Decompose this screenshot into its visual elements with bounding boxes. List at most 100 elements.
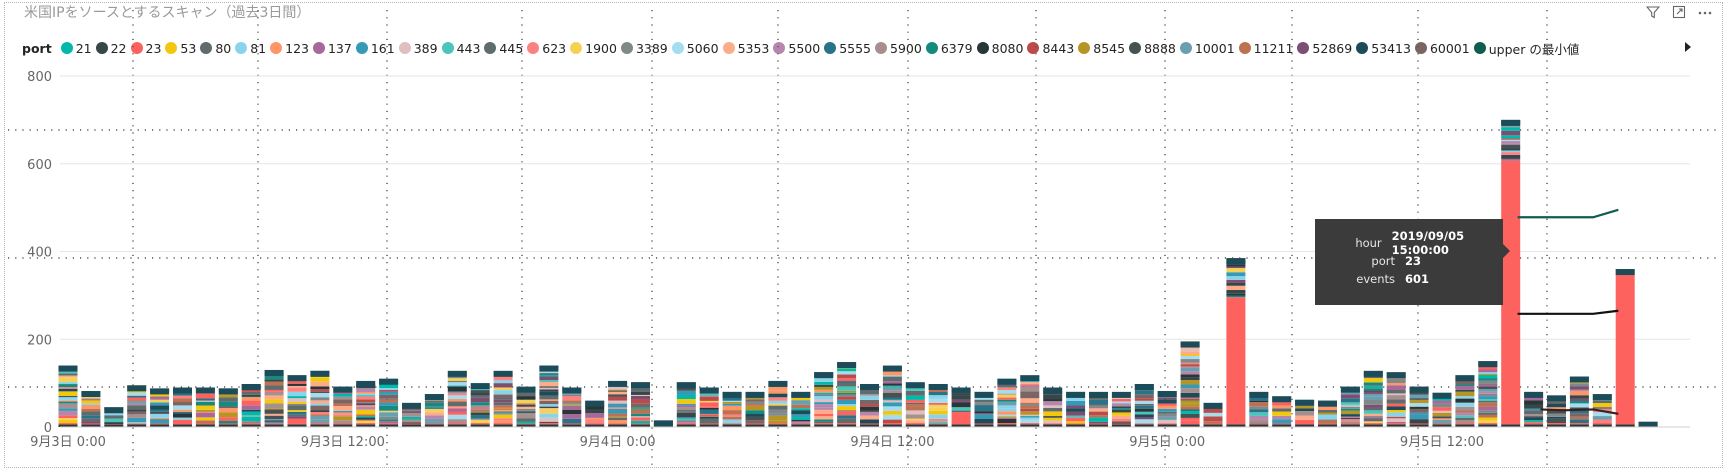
bar-stack[interactable] bbox=[1249, 391, 1269, 427]
bar-stack[interactable] bbox=[310, 370, 330, 427]
bar-segment[interactable] bbox=[516, 404, 536, 407]
bar-stack[interactable] bbox=[928, 384, 948, 427]
bar-segment[interactable] bbox=[1157, 391, 1177, 398]
bar-segment[interactable] bbox=[837, 392, 857, 395]
bar-segment[interactable] bbox=[58, 401, 78, 404]
bar-segment[interactable] bbox=[493, 410, 513, 412]
bar-segment[interactable] bbox=[58, 373, 78, 376]
bar-segment[interactable] bbox=[516, 424, 536, 427]
bar-segment[interactable] bbox=[104, 422, 124, 424]
bar-segment[interactable] bbox=[150, 392, 170, 397]
bar-segment[interactable] bbox=[356, 395, 376, 397]
bar-segment[interactable] bbox=[1569, 403, 1589, 408]
bar-segment[interactable] bbox=[287, 411, 307, 415]
bar-segment[interactable] bbox=[814, 407, 834, 410]
bar-segment[interactable] bbox=[356, 402, 376, 404]
bar-segment[interactable] bbox=[310, 389, 330, 392]
legend-item[interactable]: 8545 bbox=[1078, 41, 1125, 56]
bar-segment[interactable] bbox=[1111, 424, 1131, 427]
bar-segment[interactable] bbox=[493, 390, 513, 395]
bar-segment-port-23[interactable] bbox=[379, 423, 399, 425]
bar-segment[interactable] bbox=[287, 414, 307, 417]
bar-segment[interactable] bbox=[150, 419, 170, 424]
bar-segment[interactable] bbox=[1157, 411, 1177, 414]
bar-segment[interactable] bbox=[539, 421, 559, 424]
bar-segment[interactable] bbox=[1386, 393, 1406, 396]
bar-segment[interactable] bbox=[1386, 424, 1406, 427]
bar-segment[interactable] bbox=[745, 424, 765, 427]
bar-stack[interactable] bbox=[1547, 395, 1566, 427]
bar-stack[interactable] bbox=[608, 380, 628, 427]
bar-segment[interactable] bbox=[814, 392, 834, 395]
bar-segment[interactable] bbox=[264, 420, 284, 422]
bar-segment[interactable] bbox=[447, 385, 467, 387]
bar-segment[interactable] bbox=[447, 399, 467, 402]
bar-segment[interactable] bbox=[1340, 406, 1360, 409]
bar-segment[interactable] bbox=[539, 395, 559, 400]
bar-segment[interactable] bbox=[585, 417, 605, 420]
bar-segment[interactable] bbox=[539, 404, 559, 407]
bar-segment[interactable] bbox=[379, 388, 399, 391]
bar-segment[interactable] bbox=[699, 393, 719, 396]
bar-segment[interactable] bbox=[287, 391, 307, 397]
bar-segment[interactable] bbox=[1501, 141, 1521, 144]
bar-segment[interactable] bbox=[218, 412, 238, 418]
bar-segment[interactable] bbox=[1318, 420, 1337, 424]
bar-segment[interactable] bbox=[814, 381, 834, 385]
bar-segment-port-23[interactable] bbox=[631, 423, 650, 425]
bar-segment[interactable] bbox=[1524, 424, 1544, 427]
bar-segment[interactable] bbox=[1409, 399, 1429, 404]
bar-segment[interactable] bbox=[1226, 276, 1246, 280]
bar-segment[interactable] bbox=[905, 402, 925, 405]
bar-stack[interactable] bbox=[58, 365, 78, 427]
bar-segment[interactable] bbox=[814, 384, 834, 387]
bar-segment[interactable] bbox=[539, 365, 559, 372]
bar-segment[interactable] bbox=[997, 424, 1017, 427]
bar-segment[interactable] bbox=[745, 416, 765, 421]
bar-segment[interactable] bbox=[1455, 396, 1475, 399]
bar-segment[interactable] bbox=[1478, 412, 1498, 415]
bar-segment[interactable] bbox=[539, 400, 559, 405]
bar-segment[interactable] bbox=[631, 399, 650, 404]
bar-segment[interactable] bbox=[1340, 405, 1360, 407]
bar-segment[interactable] bbox=[1386, 406, 1406, 411]
bar-segment[interactable] bbox=[1432, 397, 1452, 401]
bar-segment[interactable] bbox=[791, 424, 811, 427]
bar-segment-port-23[interactable] bbox=[1478, 423, 1498, 425]
bar-segment[interactable] bbox=[173, 402, 192, 406]
bar-segment[interactable] bbox=[722, 391, 742, 398]
bar-segment[interactable] bbox=[1478, 383, 1498, 385]
legend-item[interactable]: 5500 bbox=[773, 41, 820, 56]
bar-segment[interactable] bbox=[860, 389, 879, 395]
bar-segment[interactable] bbox=[951, 399, 971, 403]
bar-segment[interactable] bbox=[218, 420, 238, 424]
bar-segment[interactable] bbox=[585, 424, 605, 427]
bar-segment[interactable] bbox=[218, 406, 238, 409]
legend-item[interactable]: 52869 bbox=[1297, 41, 1352, 56]
bar-segment[interactable] bbox=[1134, 403, 1154, 406]
bar-stack[interactable] bbox=[1134, 384, 1154, 427]
bar-segment[interactable] bbox=[974, 391, 994, 398]
bar-stack[interactable] bbox=[1089, 391, 1108, 427]
bar-segment[interactable] bbox=[1249, 400, 1269, 403]
bar-segment[interactable] bbox=[447, 395, 467, 400]
bar-segment[interactable] bbox=[1569, 416, 1589, 420]
bar-segment[interactable] bbox=[81, 391, 101, 398]
bar-segment[interactable] bbox=[1134, 384, 1154, 391]
bar-segment[interactable] bbox=[1180, 359, 1200, 363]
bar-segment[interactable] bbox=[997, 401, 1017, 406]
bar-segment[interactable] bbox=[608, 400, 628, 404]
bar-segment[interactable] bbox=[447, 392, 467, 396]
bar-segment[interactable] bbox=[333, 412, 353, 415]
bar-segment[interactable] bbox=[1478, 414, 1498, 418]
bar-segment[interactable] bbox=[1249, 415, 1269, 420]
bar-stack[interactable] bbox=[974, 391, 994, 427]
bar-segment[interactable] bbox=[1066, 408, 1086, 412]
bar-segment[interactable] bbox=[1020, 411, 1040, 415]
bar-segment[interactable] bbox=[1180, 409, 1200, 411]
bar-segment[interactable] bbox=[699, 413, 719, 415]
bar-segment[interactable] bbox=[1547, 401, 1566, 404]
bar-segment[interactable] bbox=[1524, 415, 1544, 418]
bar-stack[interactable] bbox=[722, 391, 742, 427]
bar-segment[interactable] bbox=[379, 399, 399, 403]
